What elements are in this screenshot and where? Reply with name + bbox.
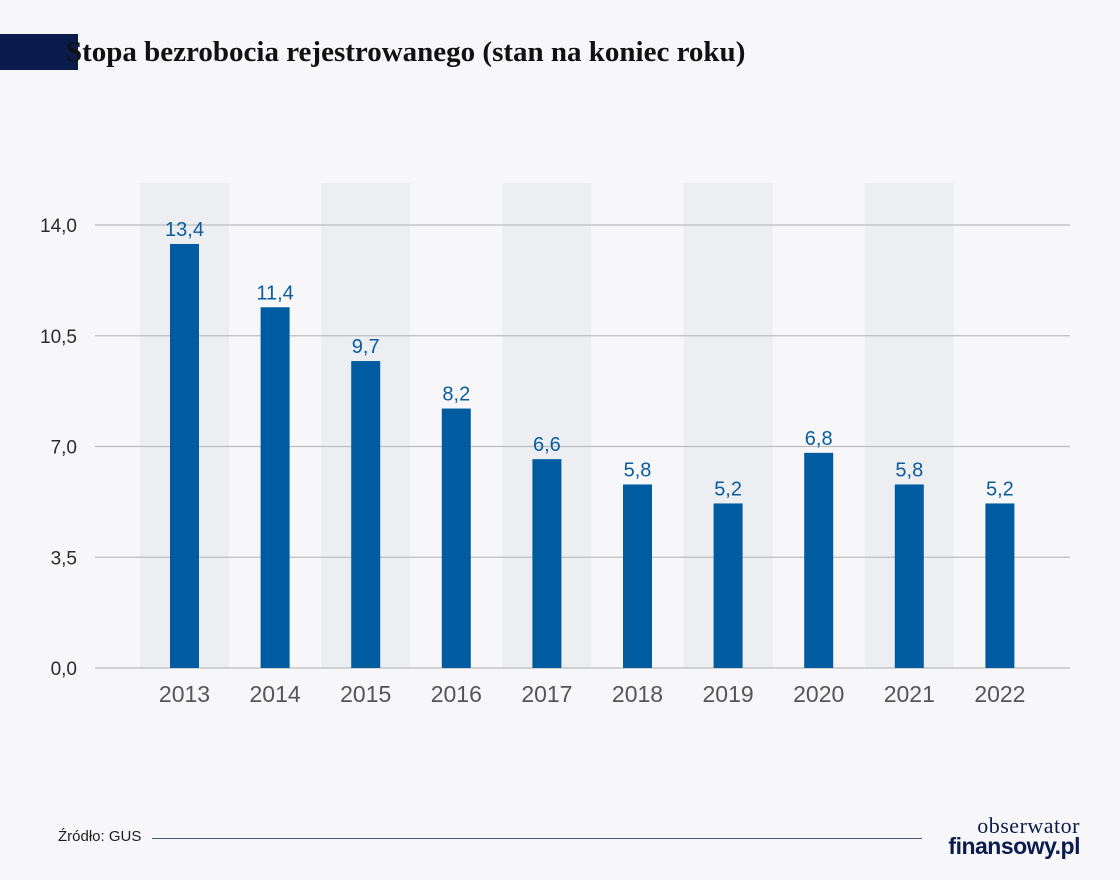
bar: [804, 452, 834, 668]
data-label: 5,2: [714, 478, 742, 500]
x-tick-label: 2021: [884, 681, 935, 707]
logo-line-1: obserwator: [977, 813, 1080, 838]
bar: [351, 361, 381, 668]
x-tick-label: 2013: [159, 681, 210, 707]
bar: [441, 408, 471, 668]
data-label: 5,8: [895, 459, 923, 481]
y-tick-label: 0,0: [51, 659, 77, 680]
y-tick-label: 3,5: [51, 548, 77, 569]
bar: [532, 459, 562, 668]
data-label: 5,2: [986, 478, 1014, 500]
bar: [170, 243, 199, 668]
x-tick-label: 2018: [612, 681, 663, 707]
bar: [713, 503, 743, 668]
y-tick-label: 14,0: [40, 216, 77, 237]
y-tick-label: 10,5: [40, 327, 77, 348]
title-accent-block: [0, 34, 78, 70]
x-tick-label: 2015: [340, 681, 391, 707]
logo-line-2: finansowy.pl: [948, 833, 1080, 859]
source-divider: [152, 838, 922, 839]
x-tick-label: 2022: [974, 681, 1025, 707]
data-label: 13,4: [165, 219, 204, 241]
x-tick-label: 2020: [793, 681, 844, 707]
bar: [623, 484, 652, 668]
data-label: 6,6: [533, 434, 561, 456]
data-label: 11,4: [256, 282, 293, 304]
data-label: 9,7: [352, 336, 380, 358]
x-tick-label: 2014: [250, 681, 301, 707]
y-tick-label: 7,0: [51, 438, 77, 459]
x-tick-label: 2017: [521, 681, 572, 707]
publisher-logo: obserwator finansowy.pl: [930, 813, 1080, 859]
source-note: Źródło: GUS: [58, 828, 142, 845]
x-tick-label: 2019: [703, 681, 754, 707]
data-label: 8,2: [442, 384, 470, 406]
bar: [894, 484, 924, 668]
data-label: 5,8: [624, 459, 652, 481]
x-tick-label: 2016: [431, 681, 482, 707]
bar: [985, 503, 1015, 668]
chart-title: Stopa bezrobocia rejestrowanego (stan na…: [66, 36, 746, 68]
data-label: 6,8: [805, 428, 833, 450]
bar: [260, 307, 290, 668]
